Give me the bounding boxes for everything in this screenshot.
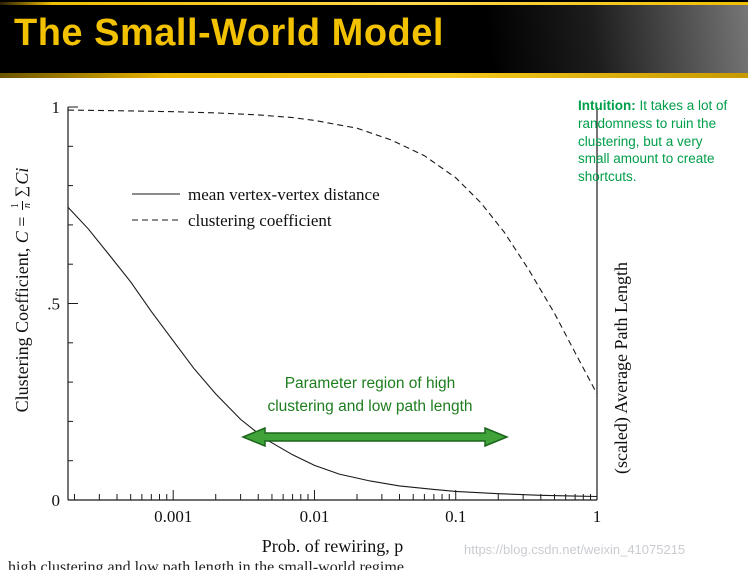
chart-legend: mean vertex-vertex distance clustering co…	[132, 185, 380, 230]
y-tick-label: 1	[52, 98, 61, 117]
series-dashed	[67, 109, 598, 395]
sum-symbol: ∑	[13, 185, 30, 198]
header-gradient-decoration	[403, 5, 748, 75]
chart-series	[67, 109, 598, 498]
y-tick-label: .5	[47, 295, 60, 314]
intuition-note: Intuition: It takes a lot of randomness …	[578, 97, 732, 186]
slide-header: The Small-World Model	[0, 0, 748, 78]
fraction-numerator: 1	[10, 201, 23, 211]
slide-title: The Small-World Model	[14, 12, 444, 54]
y-axis-label-left-text: Clustering Coefficient,	[11, 243, 32, 413]
series-solid	[67, 206, 598, 498]
y-axis-label-left-var: C	[11, 231, 32, 244]
chart-ticks	[68, 106, 598, 501]
x-axis-label: Prob. of rewiring, p	[262, 536, 403, 556]
watermark: https://blog.csdn.net/weixin_41075215	[464, 542, 686, 557]
header-top-accent	[0, 2, 748, 5]
fraction-denominator: n	[21, 203, 33, 209]
legend-label: mean vertex-vertex distance	[188, 185, 380, 204]
y-axis-label-left-eq: =	[11, 212, 32, 232]
double-arrow	[241, 426, 509, 448]
header-bottom-accent	[0, 73, 748, 78]
y-axis-label-left: Clustering Coefficient, C = 1 n ∑ Ci	[5, 60, 39, 520]
y-axis-label-right: (scaled) Average Path Length	[610, 261, 631, 475]
bottom-clipped-text: high clustering and low path length in t…	[8, 559, 404, 570]
chart-tick-labels: 0.001 0.01 0.1 1 0 .5 1	[47, 98, 601, 526]
annotation-text: Parameter region of high clustering and …	[267, 375, 473, 416]
x-tick-label: 0.001	[154, 507, 192, 526]
intuition-label: Intuition:	[578, 98, 636, 113]
x-tick-label: 0.01	[300, 507, 330, 526]
y-tick-label: 0	[52, 491, 61, 510]
x-tick-label: 1	[593, 507, 602, 526]
intuition-text: It takes a lot of randomness to ruin the…	[578, 98, 728, 185]
legend-label: clustering coefficient	[188, 211, 332, 230]
y-axis-label-left-term: Ci	[11, 167, 32, 185]
small-world-chart: 0.001 0.01 0.1 1 0 .5 1 mean vertex-vertex dist…	[47, 98, 601, 556]
x-tick-label: 0.1	[445, 507, 466, 526]
